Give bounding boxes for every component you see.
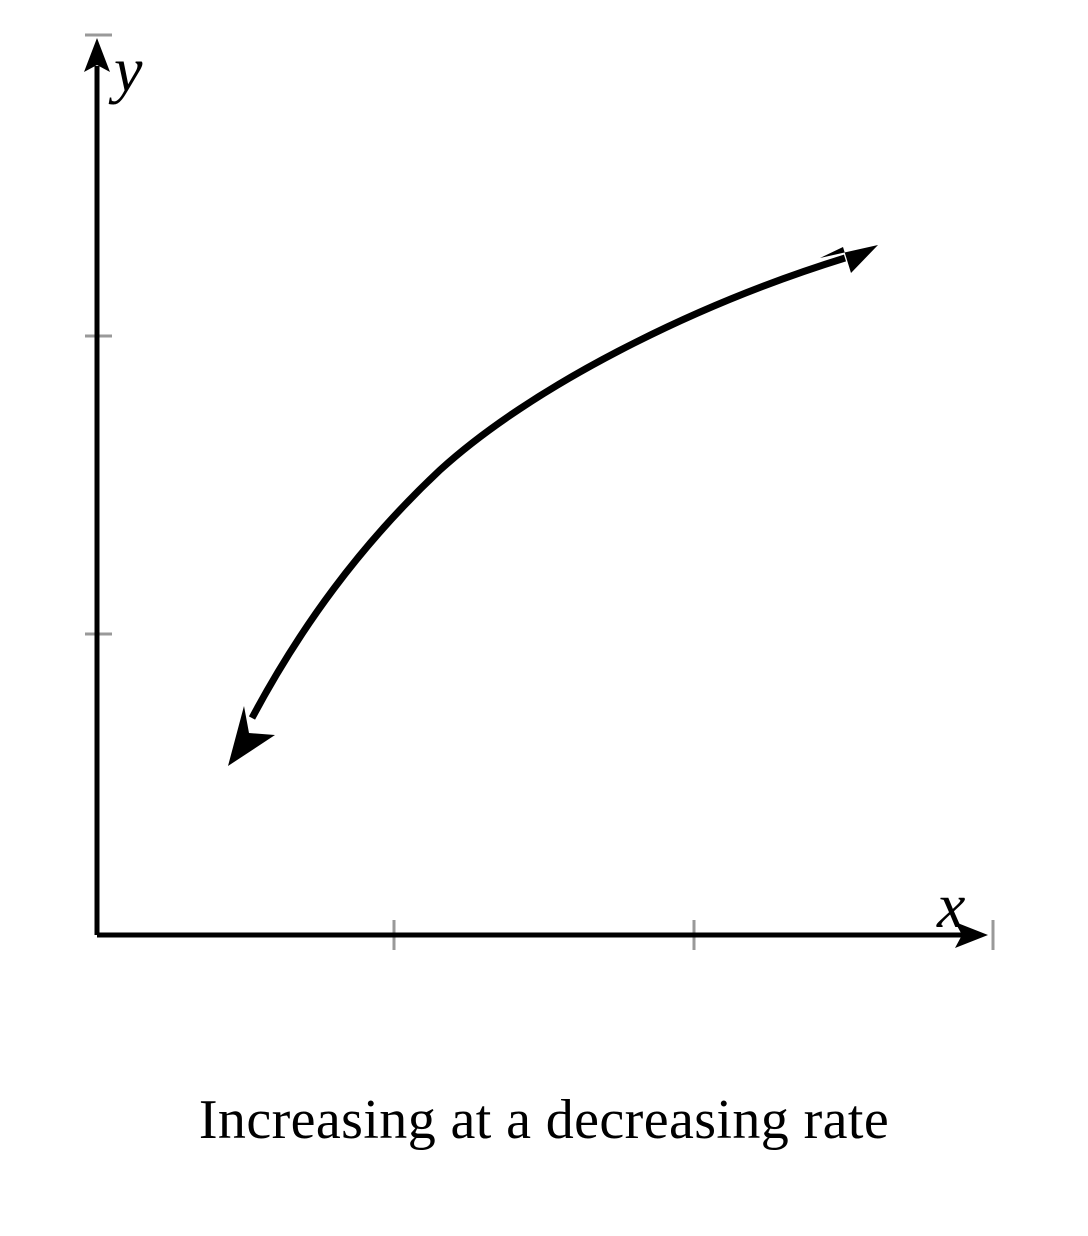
curve-group bbox=[228, 245, 878, 766]
figure-caption: Increasing at a decreasing rate bbox=[198, 1089, 890, 1151]
y-axis-label: y bbox=[114, 34, 143, 105]
x-axis-label: x bbox=[937, 870, 966, 941]
x-axis-arrow-icon bbox=[955, 922, 988, 948]
y-axis-arrow-icon bbox=[84, 38, 110, 72]
increasing-decreasing-rate-curve bbox=[248, 254, 847, 720]
curve-start-arrow-icon bbox=[228, 706, 275, 766]
x-axis bbox=[97, 922, 988, 948]
curve-end-arrow-icon bbox=[820, 245, 878, 273]
y-axis bbox=[84, 38, 110, 935]
